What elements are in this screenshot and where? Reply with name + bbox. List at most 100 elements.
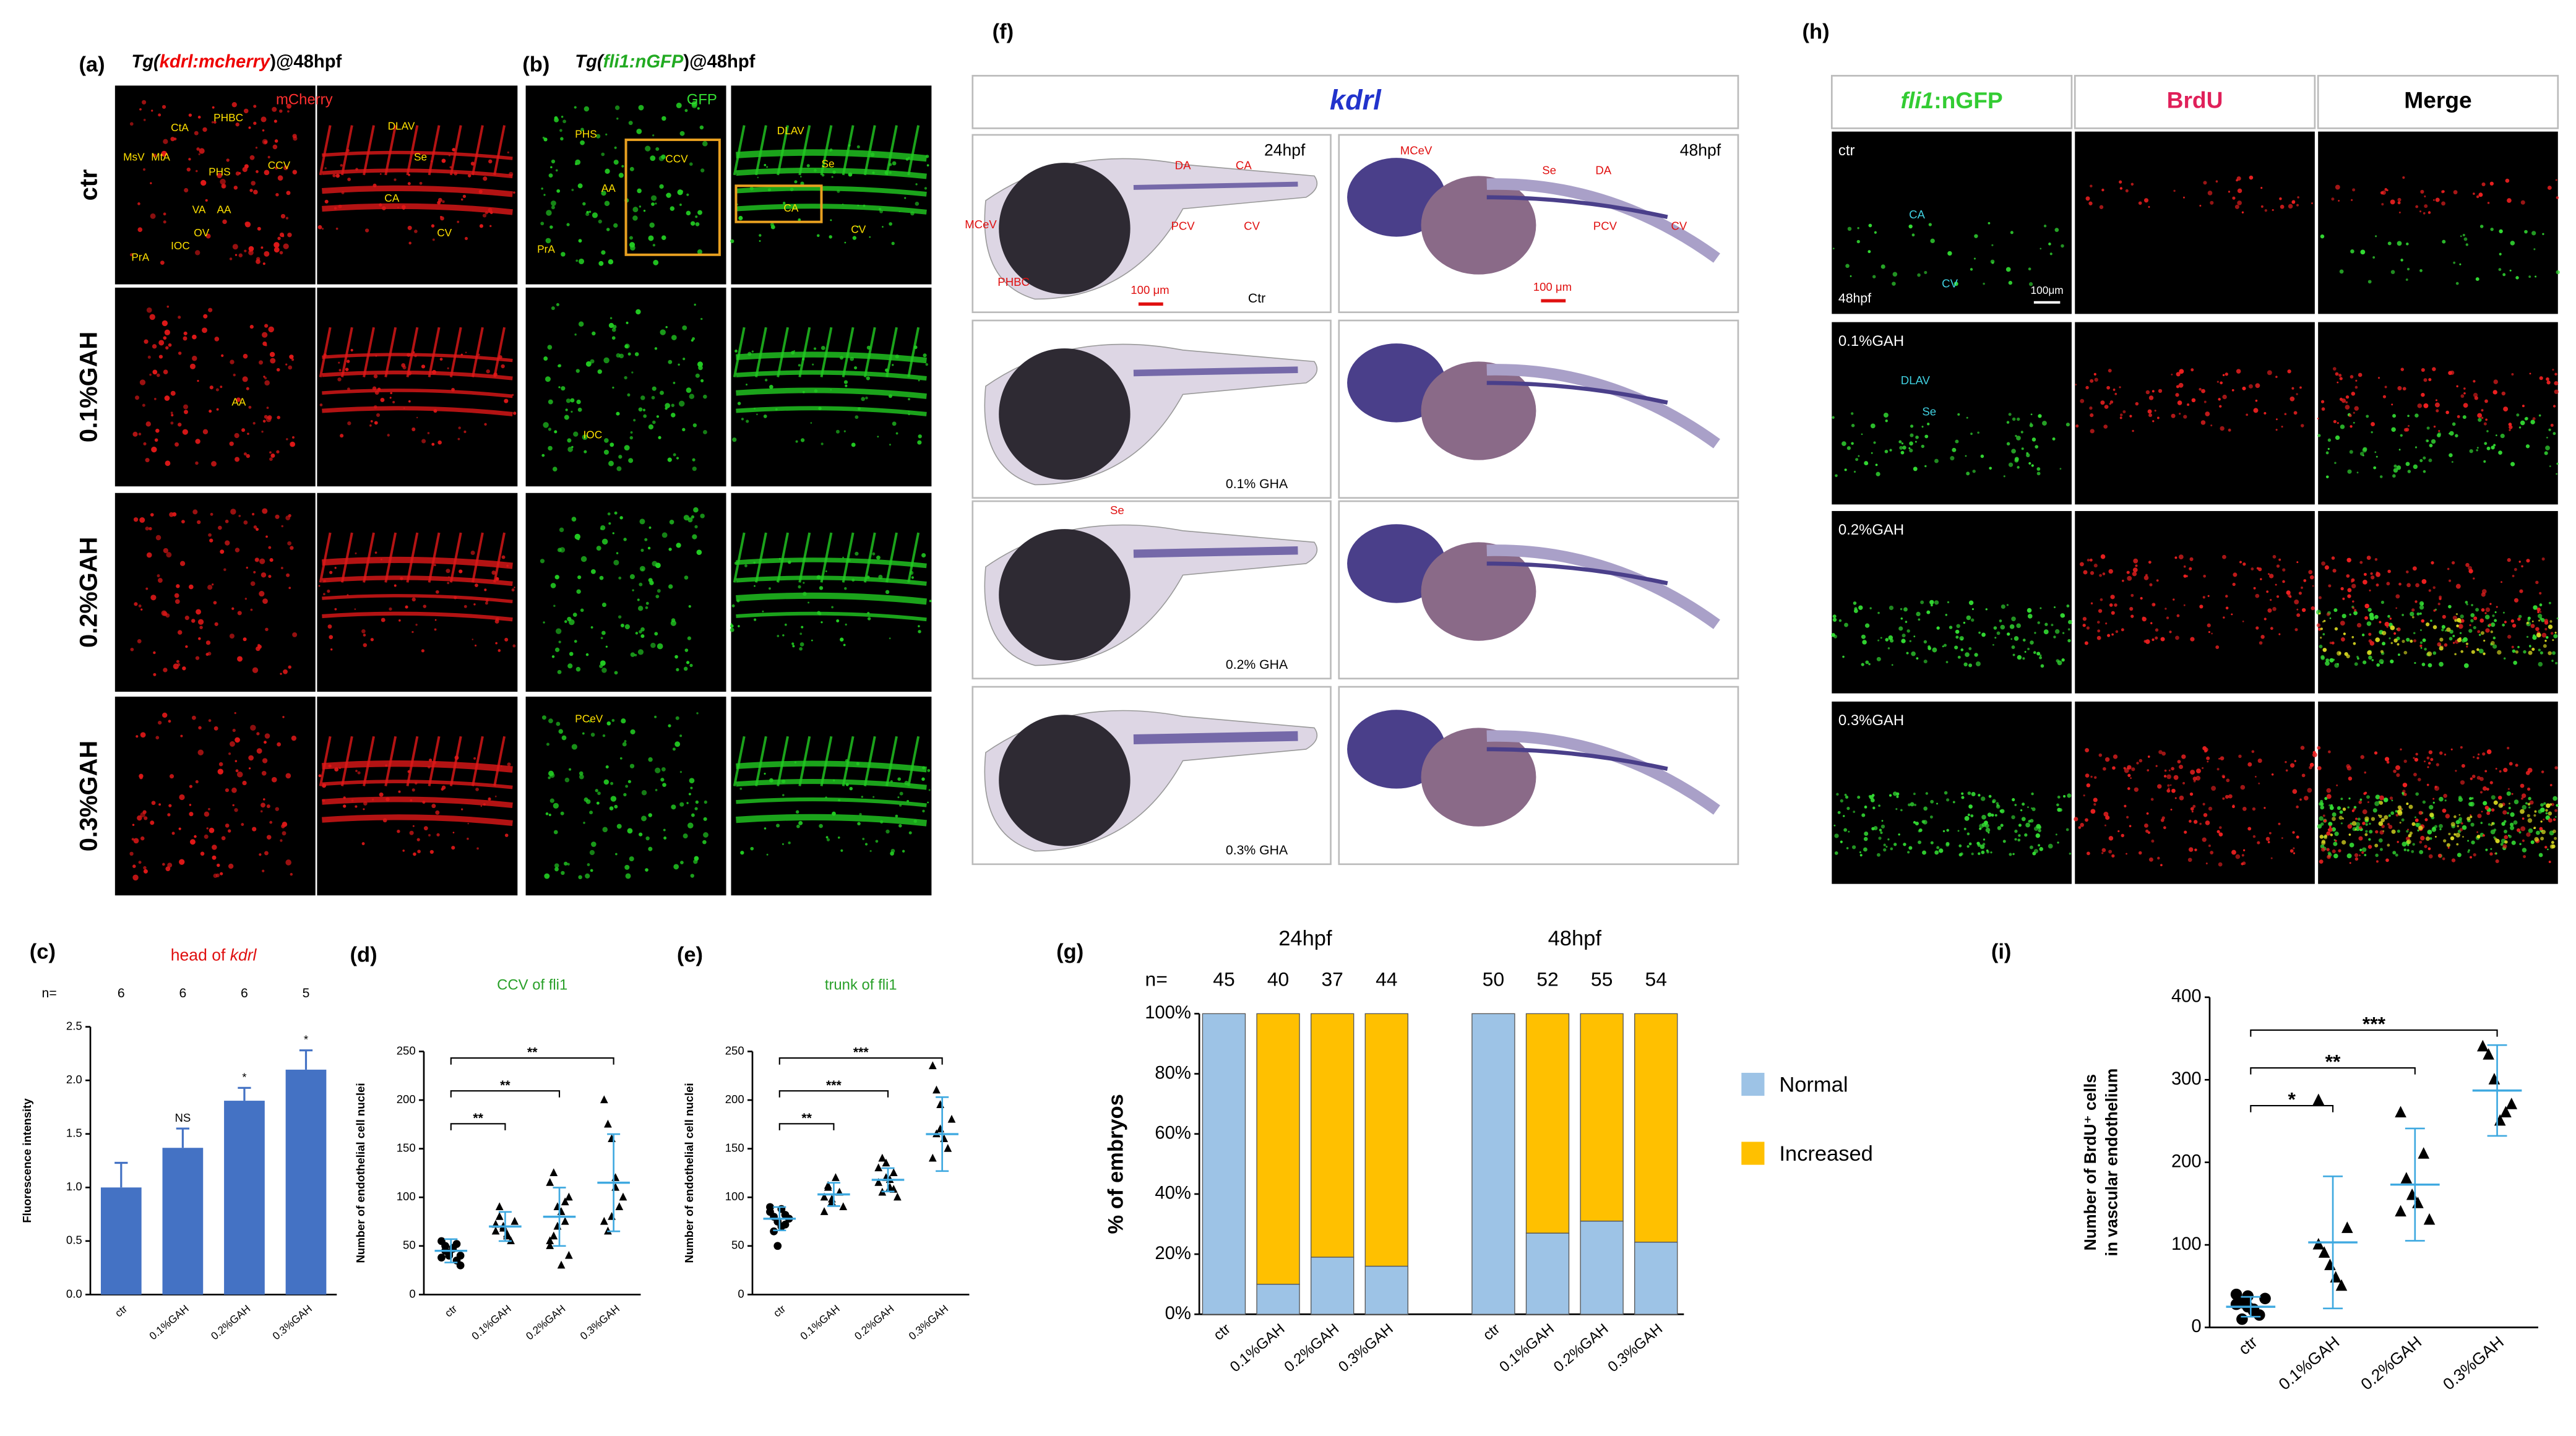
speckle — [833, 779, 835, 781]
speckle — [668, 584, 673, 589]
speckle — [753, 407, 756, 410]
speckle — [2417, 778, 2421, 781]
speckle — [153, 673, 157, 676]
speckle — [476, 847, 479, 850]
vessel — [340, 736, 353, 786]
speckle — [189, 839, 196, 845]
speckle — [645, 601, 649, 605]
sd-bar — [607, 1133, 621, 1232]
speckle — [2507, 747, 2510, 750]
speckle — [2346, 574, 2350, 578]
speckle — [261, 332, 268, 338]
speckle — [2322, 648, 2327, 652]
speckle — [2514, 568, 2517, 571]
speckle — [2337, 381, 2339, 384]
speckle — [2036, 651, 2041, 656]
speckle — [2483, 639, 2486, 642]
speckle — [2134, 787, 2139, 792]
speckle — [2415, 752, 2418, 756]
speckle — [2242, 807, 2247, 811]
speckle — [2102, 572, 2106, 575]
speckle — [2397, 201, 2401, 205]
speckle — [2501, 822, 2505, 826]
speckle — [700, 514, 705, 518]
speckle — [2133, 558, 2139, 564]
speckle — [770, 223, 774, 227]
speckle — [588, 720, 592, 723]
speckle — [885, 829, 890, 834]
speckle — [179, 561, 186, 566]
speckle — [1892, 282, 1896, 286]
speckle — [1944, 791, 1948, 795]
speckle — [2481, 608, 2485, 612]
speckle — [1925, 792, 1929, 795]
vessel — [428, 532, 441, 583]
speckle — [256, 259, 261, 264]
speckle — [2412, 566, 2417, 571]
speckle — [1863, 847, 1867, 852]
speckle — [866, 376, 870, 380]
speckle — [2417, 403, 2423, 408]
speckle — [863, 204, 866, 207]
speckle — [2486, 446, 2491, 450]
bar-segment — [1311, 1013, 1355, 1258]
speckle — [1898, 626, 1903, 631]
speckle — [2331, 197, 2335, 201]
speckle — [419, 181, 423, 185]
speckle — [2090, 184, 2093, 187]
speckle — [437, 440, 442, 445]
speckle — [264, 380, 270, 386]
speckle — [2130, 183, 2134, 186]
speckle — [838, 799, 841, 802]
speckle — [2109, 400, 2114, 404]
speckle — [2108, 569, 2113, 574]
speckle — [259, 853, 262, 856]
speckle — [2119, 413, 2123, 416]
speckle — [231, 101, 237, 108]
annotation: PrA — [131, 251, 149, 264]
speckle — [2518, 426, 2522, 429]
speckle — [200, 851, 205, 856]
speckle — [1930, 841, 1934, 845]
x-tick-label: 0.3%GAH — [577, 1302, 622, 1343]
vessel — [322, 780, 513, 789]
speckle — [2504, 829, 2508, 833]
condition-label: 0.1% GHA — [1226, 477, 1288, 491]
speckle — [2517, 617, 2521, 621]
speckle — [2341, 840, 2346, 845]
speckle — [174, 593, 179, 598]
speckle — [918, 434, 922, 439]
speckle — [253, 189, 258, 195]
speckle — [259, 591, 265, 597]
speckle — [2354, 828, 2357, 831]
speckle — [614, 511, 618, 515]
speckle — [2043, 629, 2049, 635]
speckle — [2032, 851, 2036, 856]
speckle — [908, 410, 910, 413]
speckle — [2375, 235, 2377, 238]
speckle — [2419, 641, 2423, 644]
speckle — [343, 804, 347, 808]
speckle — [2430, 619, 2432, 622]
speckle — [2075, 424, 2079, 428]
speckle — [651, 395, 655, 400]
speckle — [262, 869, 265, 872]
speckle — [2285, 760, 2287, 763]
speckle — [2174, 556, 2178, 559]
speckle — [407, 225, 412, 230]
speckle — [2132, 429, 2134, 432]
vessel — [449, 327, 462, 377]
speckle — [486, 369, 490, 374]
speckle — [2481, 409, 2484, 412]
y-tick-label: 250 — [725, 1044, 744, 1057]
speckle — [2338, 200, 2340, 202]
speckle — [475, 583, 478, 587]
speckle — [2393, 632, 2397, 635]
speckle — [558, 729, 564, 734]
speckle — [2401, 818, 2405, 822]
speckle — [567, 862, 570, 866]
speckle — [485, 601, 488, 605]
speckle — [2164, 769, 2167, 772]
speckle — [843, 643, 846, 647]
speckle — [2156, 416, 2160, 419]
